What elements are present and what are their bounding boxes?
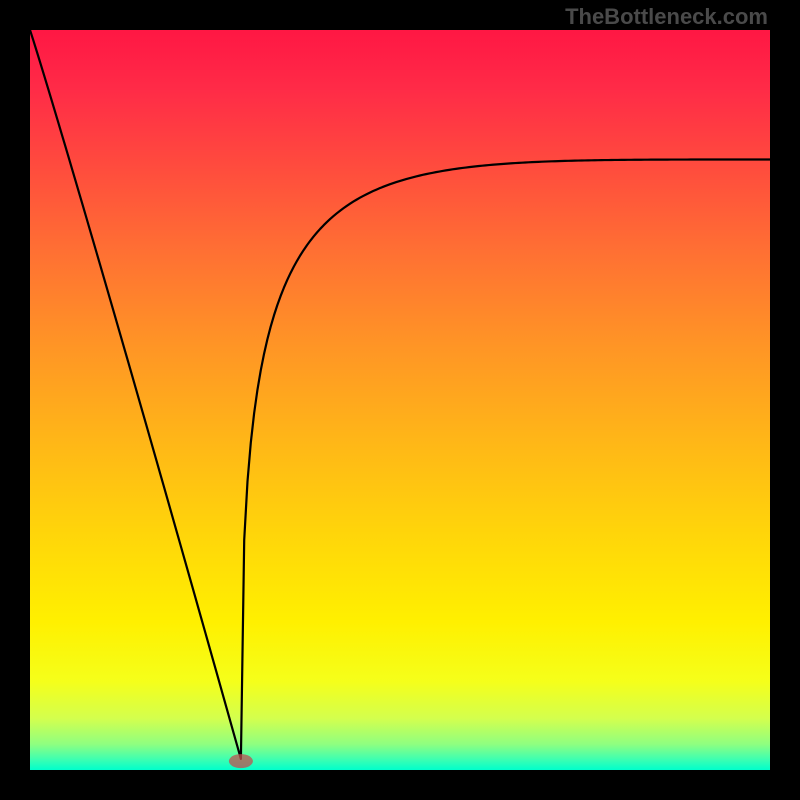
watermark-text: TheBottleneck.com bbox=[565, 4, 768, 30]
optimal-point-marker bbox=[229, 754, 253, 768]
plot-area bbox=[30, 30, 770, 770]
chart-svg bbox=[0, 0, 800, 800]
bottleneck-chart: TheBottleneck.com bbox=[0, 0, 800, 800]
